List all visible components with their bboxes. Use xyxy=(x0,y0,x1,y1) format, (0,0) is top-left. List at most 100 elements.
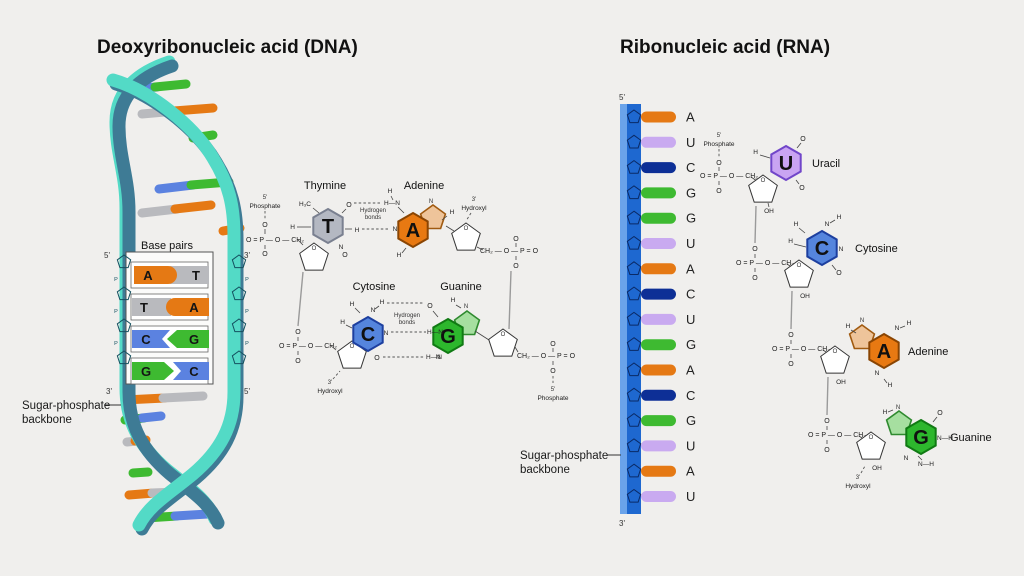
pair-letter: G xyxy=(141,364,151,379)
svg-text:O: O xyxy=(836,270,842,277)
rna-base-letter: A xyxy=(686,464,695,479)
svg-text:N: N xyxy=(825,221,830,228)
backbone-connector xyxy=(508,270,512,330)
svg-text:O: O xyxy=(350,344,355,350)
rna-base-bar-G xyxy=(641,339,676,351)
pair-letter: C xyxy=(189,364,199,379)
svg-text:O: O xyxy=(513,236,519,243)
cytosine-letter: C xyxy=(361,324,375,346)
rna-base-letter: G xyxy=(686,413,696,428)
base-bar-G xyxy=(167,330,209,348)
ribose-ring-icon xyxy=(626,159,642,174)
svg-text:OH: OH xyxy=(764,208,774,215)
svg-text:O = P — O — CH₂: O = P — O — CH₂ xyxy=(772,346,830,353)
ribose-ring-icon xyxy=(231,318,247,333)
svg-text:O: O xyxy=(295,329,301,336)
svg-text:O: O xyxy=(716,160,722,167)
rna-base-letter: G xyxy=(686,185,696,200)
rna-base-letter: C xyxy=(686,287,695,302)
svg-text:N: N xyxy=(371,307,376,314)
rna-base-bar-U xyxy=(641,238,676,249)
svg-text:O: O xyxy=(342,252,348,259)
dna-title: Deoxyribonucleic acid (DNA) xyxy=(97,37,358,58)
svg-text:3': 3' xyxy=(328,380,332,386)
base-bar-C xyxy=(173,362,209,380)
cytosine-label: Cytosine xyxy=(353,281,396,293)
ribose-ring-icon xyxy=(626,261,642,275)
svg-text:O: O xyxy=(464,226,469,232)
thymine-adenine-structure: Thymine Adenine 5' Phosphate O O = P — O… xyxy=(246,180,539,330)
rna-sequence-item: U xyxy=(626,438,695,453)
svg-text:H—N: H—N xyxy=(384,200,400,207)
rna-base-bar-G xyxy=(641,212,676,224)
rna-base-letter: U xyxy=(686,236,695,251)
svg-text:O: O xyxy=(346,202,352,209)
ribose-ring-icon xyxy=(231,350,247,365)
uracil-label: Uracil xyxy=(812,158,840,170)
svg-text:Phosphate: Phosphate xyxy=(537,395,568,402)
svg-text:O: O xyxy=(788,332,794,339)
adenine-letter: A xyxy=(877,341,891,363)
base-hexagon-uracil xyxy=(770,144,802,182)
rna-backbone-bar xyxy=(627,104,641,514)
dna-rung xyxy=(128,467,153,478)
ribose-ring-icon xyxy=(116,254,132,269)
dna-backbone-label: Sugar-phosphate backbone xyxy=(22,400,121,426)
rna-sequence-item: G xyxy=(626,210,696,226)
rna-guanine-structure: O O = P — O — CH₂ O O OH 3' Hydroxyl G N… xyxy=(808,376,992,490)
ribose-ring-icon xyxy=(626,488,642,503)
base-hexagon-thymine xyxy=(312,207,344,245)
ribose-ring xyxy=(299,242,329,271)
dna-rung xyxy=(150,79,191,92)
svg-text:H: H xyxy=(794,221,799,228)
svg-text:bonds: bonds xyxy=(399,320,415,326)
svg-text:H: H xyxy=(450,209,455,216)
svg-text:O: O xyxy=(501,332,506,338)
svg-text:O: O xyxy=(374,355,380,362)
rna-5prime-label: 5' xyxy=(619,93,625,102)
svg-text:H—N: H—N xyxy=(426,354,442,361)
ribose-ring-icon xyxy=(626,235,642,250)
hydroxyl-label: 3' Hydroxyl xyxy=(461,197,487,222)
ribose-ring-icon xyxy=(626,311,642,326)
adenine-letter: A xyxy=(406,220,420,242)
svg-text:N: N xyxy=(839,246,844,253)
dna-strand-turquoise xyxy=(106,73,241,532)
rna-backbone-label: Sugar-phosphate backbone xyxy=(520,450,621,476)
svg-text:H: H xyxy=(397,252,402,259)
rna-backbone: 5' 3' xyxy=(619,93,641,528)
phosphate-group: CH₂ — O — P = O O O xyxy=(480,236,539,270)
adenine-label: Adenine xyxy=(404,180,444,192)
base-hexagon-cytosine xyxy=(352,315,384,353)
dna-backbone-rings: P P P P P P xyxy=(114,254,249,365)
ribose-ring-icon xyxy=(626,134,642,149)
base-hexagon-cytosine xyxy=(806,229,838,267)
phosphate-mark: P xyxy=(114,309,118,315)
guanine-label: Guanine xyxy=(440,281,482,293)
svg-text:CH₂ — O — P = O: CH₂ — O — P = O xyxy=(480,248,539,255)
svg-text:Hydroxyl: Hydroxyl xyxy=(317,388,343,395)
end-label-5prime: 5' xyxy=(244,387,250,396)
hydrogen-bonds: Hydrogen bonds xyxy=(354,202,390,230)
svg-text:O: O xyxy=(833,349,838,355)
end-label-3prime: 3' xyxy=(106,387,112,396)
thymine-label: Thymine xyxy=(304,180,346,192)
pair-letter: T xyxy=(140,300,148,315)
svg-text:OH: OH xyxy=(800,293,810,300)
rna-base-letter: U xyxy=(686,438,695,453)
rna-sequence-item: C xyxy=(626,286,695,302)
rna-sequence-item: C xyxy=(626,387,695,403)
ribose-ring-icon xyxy=(116,286,132,301)
rna-base-bar-A xyxy=(641,263,676,275)
ribose-ring-icon xyxy=(626,412,642,427)
svg-text:O = P — O — CH₂: O = P — O — CH₂ xyxy=(246,237,304,244)
rna-base-bar-A xyxy=(641,111,676,123)
phosphate-group: O O = P — O — CH₂ O xyxy=(736,246,794,282)
svg-text:Hydrogen: Hydrogen xyxy=(394,313,420,319)
dna-rung xyxy=(169,103,218,116)
base-hexagon-adenine xyxy=(868,332,900,370)
dna-rung xyxy=(137,411,166,423)
svg-text:H: H xyxy=(350,301,355,308)
pair-letter: C xyxy=(141,332,151,347)
svg-text:N: N xyxy=(339,244,344,251)
